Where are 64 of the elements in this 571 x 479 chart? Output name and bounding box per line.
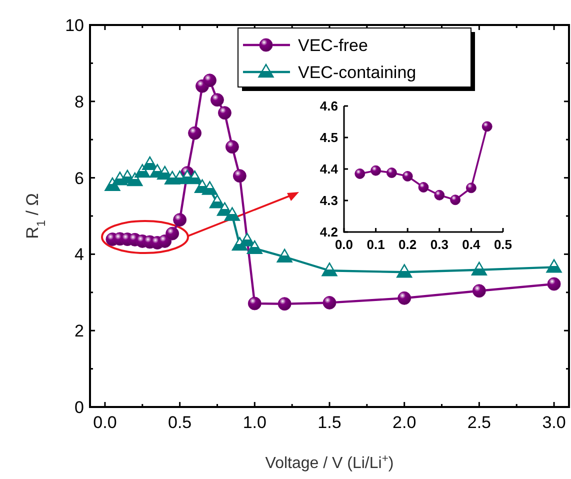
x-tick-label: 0.2 [398,237,417,252]
point [418,182,429,193]
point [386,168,397,178]
y-tick-label: 0 [74,398,84,417]
point [322,296,336,310]
y-tick-label: 4.2 [320,224,338,240]
point [186,170,203,184]
y-tick-label: 4.5 [320,130,338,146]
point [354,168,366,179]
point [173,213,187,227]
point [209,194,226,208]
point [232,169,246,183]
point [450,194,461,206]
point [166,226,180,240]
point [278,297,292,311]
point [188,126,202,140]
point [434,190,445,200]
x-tick-label: 1.5 [318,413,342,432]
point [472,284,486,298]
point [370,165,382,176]
point [203,74,216,88]
legend-label: VEC-free [298,36,368,55]
y-tick-label: 4.4 [320,162,339,177]
x-tick-label: 0.0 [334,237,354,252]
point [396,264,412,278]
legend-label: VEC-containing [298,63,416,82]
point [547,277,561,291]
y-tick-label: 4.6 [320,98,338,114]
point [276,248,292,262]
point [218,106,232,120]
x-tick-label: 3.0 [542,413,566,432]
x-tick-label: 0.4 [462,237,482,252]
x-tick-label: 2.0 [392,413,416,432]
y-tick-label: 4 [74,245,84,264]
point [142,156,158,170]
point [202,181,218,195]
x-tick-label: 2.5 [467,413,492,432]
point [482,121,492,132]
point [322,262,338,276]
point [134,164,150,178]
point [225,140,239,154]
y-tick-label: 4.3 [320,193,338,208]
y-tick-label: 2 [74,322,84,341]
x-tick-label: 0.1 [366,237,385,252]
point [224,207,240,221]
point [398,291,412,305]
point [546,259,562,273]
x-axis-title: Voltage / V (Li/Li$^{+}$) [265,453,394,472]
point [471,262,487,276]
x-tick-label: 1.0 [242,413,266,432]
x-tick-label: 0.5 [168,413,192,432]
point [127,172,143,186]
point [248,296,262,310]
x-tick-label: 0.0 [93,413,117,432]
x-tick-label: 0.5 [494,237,512,252]
point [210,93,224,107]
point [466,182,476,194]
y-tick-label: 10 [65,16,84,35]
y-tick-label: 8 [74,92,84,112]
point [246,240,262,254]
point [402,170,413,182]
point [239,232,255,246]
y-tick-label: 6 [74,168,84,188]
x-tick-label: 0.3 [430,237,448,252]
